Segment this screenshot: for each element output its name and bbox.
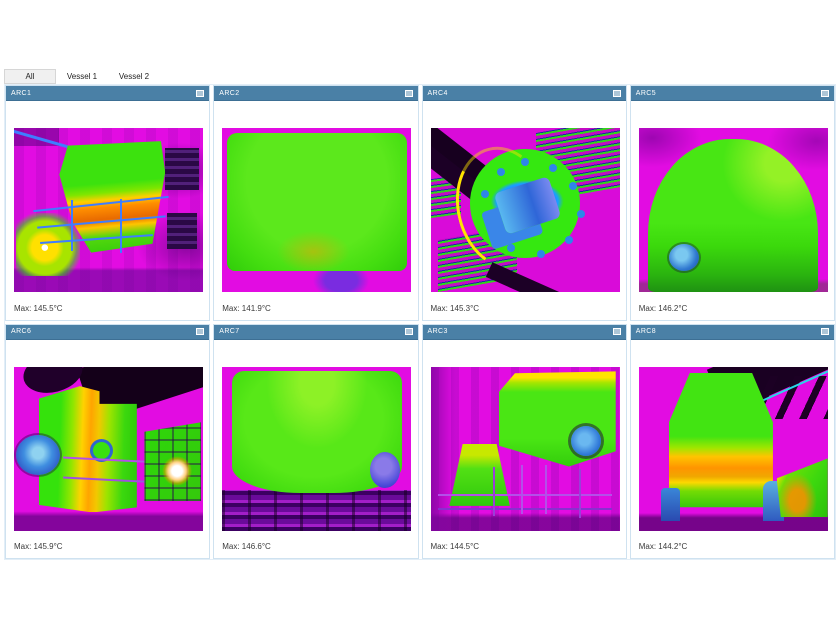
popout-window-icon[interactable] <box>821 89 829 97</box>
thermal-image <box>430 128 620 292</box>
thermal-image <box>638 128 828 292</box>
panel-title: ARC6 <box>11 328 32 335</box>
panel-header[interactable]: ARC1 <box>6 86 210 101</box>
panel-body: Max: 145.5°C <box>6 101 210 320</box>
hot-spot <box>144 422 202 501</box>
bolt-ring <box>520 157 529 166</box>
thermal-image <box>638 366 828 531</box>
railing-line <box>438 507 612 510</box>
railing-post <box>521 464 524 515</box>
thermal-image <box>14 128 203 292</box>
max-temperature-label: Max: 141.9°C <box>222 303 271 313</box>
panel-title: ARC1 <box>11 89 32 97</box>
vessel-tab-bar: All Vessel 1 Vessel 2 <box>4 69 160 84</box>
vessel-heat-region <box>668 373 773 508</box>
popout-window-icon[interactable] <box>821 328 829 335</box>
camera-panel-arc3: ARC3 Max: 144.5°C <box>421 323 627 559</box>
tab-vessel-1[interactable]: Vessel 1 <box>66 72 98 81</box>
popout-window-icon[interactable] <box>196 328 205 335</box>
panel-body: Max: 145.9°C <box>6 339 210 558</box>
panel-header[interactable]: ARC2 <box>214 86 418 101</box>
panel-title: ARC8 <box>635 328 657 335</box>
popout-window-icon[interactable] <box>612 89 621 97</box>
railing-line <box>438 494 612 497</box>
panel-title: ARC2 <box>219 89 240 97</box>
camera-panel-arc8: ARC8 Max: 144.2°C <box>629 323 835 559</box>
camera-panel-arc5: ARC5 Max: 146.2°C <box>629 85 835 321</box>
tab-vessel-2[interactable]: Vessel 2 <box>118 72 150 81</box>
camera-panel-arc1: ARC1 Max: 145.5°C <box>5 85 211 321</box>
popout-window-icon[interactable] <box>196 89 205 97</box>
panel-title: ARC4 <box>427 89 448 97</box>
panel-title: ARC5 <box>635 89 657 97</box>
thermal-image <box>222 128 412 292</box>
panel-header[interactable]: ARC4 <box>422 86 626 101</box>
panel-header[interactable]: ARC3 <box>422 324 626 340</box>
hot-wedge <box>776 458 828 518</box>
cold-support <box>661 487 681 521</box>
panel-title: ARC3 <box>427 328 448 335</box>
railing-post <box>119 198 122 253</box>
max-temperature-label: Max: 144.5°C <box>430 542 480 551</box>
camera-panel-arc7: ARC7 Max: 146.6°C <box>213 323 419 559</box>
thermal-image <box>430 366 620 531</box>
column-shadow <box>430 366 456 531</box>
max-temperature-label: Max: 146.6°C <box>222 542 271 551</box>
popout-window-icon[interactable] <box>404 328 413 335</box>
thermal-region <box>165 147 200 191</box>
railing-post <box>70 200 73 251</box>
max-temperature-label: Max: 145.9°C <box>14 542 63 551</box>
max-temperature-label: Max: 145.5°C <box>14 303 63 313</box>
max-temperature-label: Max: 146.2°C <box>638 303 688 313</box>
flange-circle <box>15 435 60 476</box>
panel-body: Max: 145.3°C <box>422 101 626 320</box>
thermal-image <box>222 366 412 531</box>
panel-body: Max: 146.6°C <box>214 339 418 558</box>
popout-window-icon[interactable] <box>612 328 621 335</box>
cold-pod <box>369 451 400 488</box>
panel-body: Max: 146.2°C <box>630 101 834 320</box>
tab-all[interactable]: All <box>4 69 56 84</box>
flange-circle <box>570 425 601 456</box>
max-temperature-label: Max: 144.2°C <box>638 542 688 551</box>
panel-header[interactable]: ARC7 <box>214 324 418 340</box>
cone-heat-region <box>449 443 510 506</box>
panel-header[interactable]: ARC6 <box>6 324 210 340</box>
panel-body: Max: 141.9°C <box>214 101 418 320</box>
flange-circle <box>668 243 699 271</box>
panel-body: Max: 144.5°C <box>422 339 626 558</box>
vessel-heat-region <box>498 371 616 467</box>
popout-window-icon[interactable] <box>404 89 413 97</box>
vessel-heat-region <box>648 139 819 292</box>
piping-region <box>222 489 412 531</box>
panel-body: Max: 144.2°C <box>630 339 834 558</box>
camera-panel-arc2: ARC2 Max: 141.9°C <box>213 85 419 321</box>
camera-grid: ARC1 Max: 145.5°C <box>4 84 836 560</box>
max-temperature-label: Max: 145.3°C <box>430 303 480 313</box>
camera-panel-arc6: ARC6 Max: 145.9°C <box>5 323 211 559</box>
thermal-region <box>167 213 198 250</box>
camera-panel-arc4: ARC4 Max: 145.3°C <box>421 85 627 321</box>
panel-header[interactable]: ARC8 <box>630 324 834 340</box>
thermal-image <box>14 366 203 531</box>
vessel-heat-region <box>226 132 407 271</box>
panel-header[interactable]: ARC5 <box>630 86 834 101</box>
panel-title: ARC7 <box>219 328 240 335</box>
